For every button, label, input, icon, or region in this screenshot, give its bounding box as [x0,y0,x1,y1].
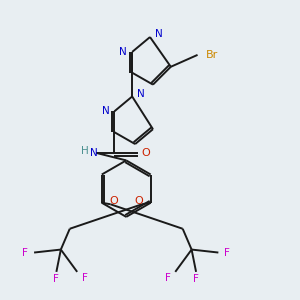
Text: F: F [193,274,199,284]
Text: N: N [101,106,109,116]
Text: F: F [53,274,59,284]
Text: H: H [81,146,88,157]
Text: F: F [165,273,171,283]
Text: N: N [119,47,127,57]
Text: N: N [90,148,98,158]
Text: N: N [137,88,145,98]
Text: O: O [134,196,143,206]
Text: F: F [82,273,88,283]
Text: O: O [109,196,118,206]
Text: F: F [224,248,230,257]
Text: Br: Br [206,50,218,60]
Text: O: O [141,148,150,158]
Text: F: F [22,248,28,257]
Text: N: N [155,29,163,39]
